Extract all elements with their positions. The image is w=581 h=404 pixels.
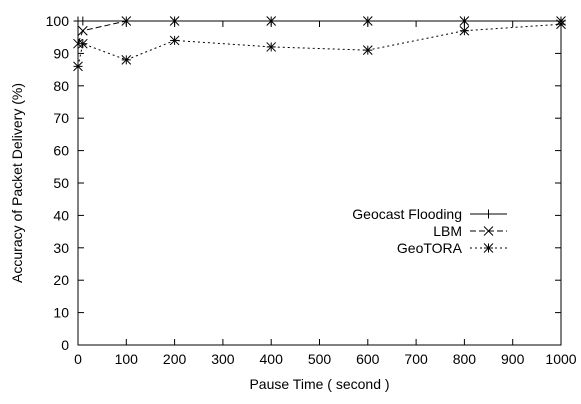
- data-point: [121, 55, 132, 65]
- series-layer: [73, 16, 566, 72]
- series-line: [77, 20, 561, 44]
- legend-entry: GeoTORA: [397, 240, 507, 256]
- data-point: [459, 16, 470, 26]
- y-tick-label: 50: [53, 175, 69, 191]
- data-point-marker-d2: [266, 42, 277, 52]
- data-point: [362, 45, 373, 56]
- data-point: [266, 16, 277, 26]
- x-tick-label: 500: [308, 351, 332, 367]
- legend-entry: LBM: [433, 223, 507, 239]
- legend-entry: Geocast Flooding: [352, 206, 507, 222]
- series-line: [77, 23, 562, 67]
- x-axis-label: Pause Time ( second ): [249, 376, 389, 392]
- x-tick-label: 100: [115, 351, 139, 367]
- x-tick-label: 900: [501, 351, 525, 367]
- x-axis: 0 100 200 300 400 500 600 700 800 900 1000: [74, 21, 577, 367]
- data-point-marker-d2: [266, 16, 277, 26]
- data-point: [169, 35, 180, 46]
- x-tick-label: 400: [260, 351, 284, 367]
- data-point: [73, 61, 83, 72]
- legend-label: Geocast Flooding: [352, 206, 462, 222]
- data-point: [78, 16, 88, 26]
- data-point: [459, 25, 470, 36]
- data-point: [169, 16, 180, 26]
- data-point-marker-d2: [459, 16, 470, 26]
- x-tick-label: 800: [453, 351, 477, 367]
- x-tick-label: 0: [74, 351, 82, 367]
- legend-label: GeoTORA: [397, 240, 463, 256]
- x-tick-label: 600: [356, 351, 380, 367]
- x-tick-label: 1000: [545, 351, 576, 367]
- y-tick-label: 0: [61, 337, 69, 353]
- data-point: [73, 38, 83, 49]
- y-tick-label: 70: [53, 110, 69, 126]
- data-point-marker-d2: [121, 55, 132, 65]
- y-tick-label: 20: [53, 272, 69, 288]
- data-point: [266, 42, 277, 52]
- data-point: [362, 16, 373, 26]
- data-point-marker-d2: [77, 38, 88, 49]
- y-tick-label: 100: [46, 13, 70, 29]
- y-tick-label: 80: [53, 78, 69, 94]
- y-tick-label: 10: [53, 305, 69, 321]
- data-point: [556, 19, 566, 30]
- data-point-marker-d2: [556, 19, 566, 30]
- data-point-marker-d2: [73, 61, 83, 72]
- y-axis: 0 10 20 30 40 50 60 70 80 90 100: [46, 13, 561, 353]
- x-tick-label: 200: [163, 351, 187, 367]
- y-tick-label: 40: [53, 207, 69, 223]
- legend-marker-d2: [483, 226, 494, 236]
- data-point: [77, 25, 88, 36]
- data-point-marker-d2: [362, 16, 373, 26]
- data-point: [121, 16, 132, 26]
- data-point-marker-d2: [362, 45, 373, 56]
- y-tick-label: 90: [53, 45, 69, 61]
- legend-marker-d2: [483, 243, 494, 253]
- data-point-marker-d2: [121, 16, 132, 26]
- y-tick-label: 60: [53, 143, 69, 159]
- data-point-marker-d2: [77, 25, 88, 36]
- y-tick-label: 30: [53, 240, 69, 256]
- x-tick-label: 300: [211, 351, 235, 367]
- data-point: [77, 38, 88, 49]
- plot-border: [77, 20, 562, 346]
- y-axis-label: Accuracy of Packet Delivery (%): [9, 83, 25, 283]
- plot-frame: [77, 20, 562, 346]
- data-point-marker-d2: [169, 35, 180, 46]
- legend-label: LBM: [433, 223, 462, 239]
- data-point-marker-d2: [169, 16, 180, 26]
- series-3: [73, 19, 566, 72]
- x-tick-label: 700: [404, 351, 428, 367]
- data-point-marker-d2: [459, 25, 470, 36]
- data-point-marker-d2: [73, 38, 83, 49]
